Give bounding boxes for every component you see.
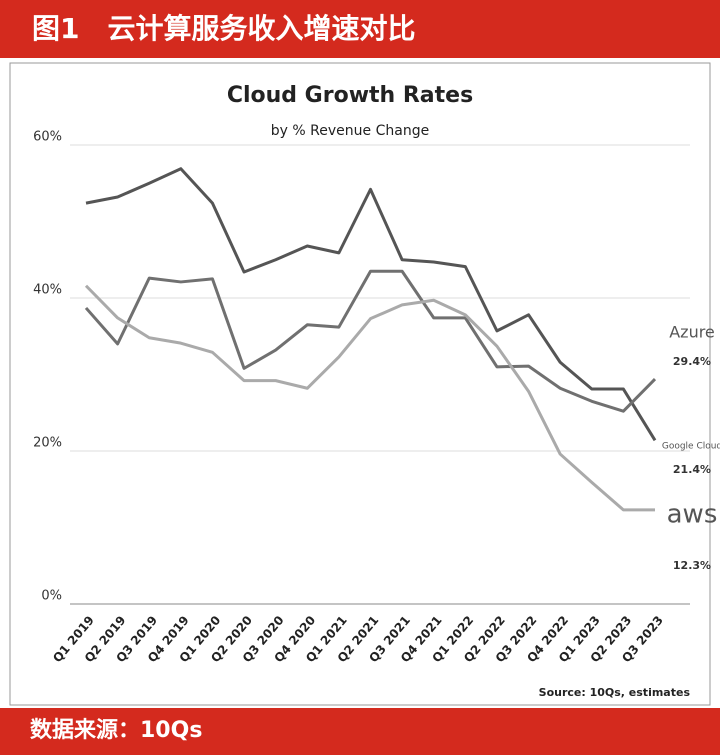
series-line (84, 269, 657, 413)
y-tick-label: 40% (33, 283, 62, 298)
end-value-label: 12.3% (673, 559, 711, 572)
header-title: 图1 云计算服务收入增速对比 (32, 12, 415, 45)
chart-subtitle: by % Revenue Change (271, 123, 429, 139)
header-bar (0, 0, 720, 58)
end-value-label: 21.4% (673, 463, 711, 476)
series-line (85, 167, 657, 442)
y-tick-label: 20% (33, 436, 62, 451)
legend-label: Google Cloud (662, 442, 720, 452)
chart-title: Cloud Growth Rates (227, 83, 473, 108)
y-tick-label: 0% (41, 589, 62, 604)
footer-source: 数据来源：10Qs (30, 717, 202, 743)
legend-label: Azure (669, 323, 715, 342)
chart-frame (9, 62, 711, 706)
end-value-label: 29.4% (673, 355, 711, 368)
footer-bar (0, 708, 720, 755)
source-note: Source: 10Qs, estimates (539, 686, 691, 699)
y-tick-label: 60% (33, 130, 62, 145)
legend-label: aws (667, 500, 718, 530)
series-line (84, 284, 655, 512)
